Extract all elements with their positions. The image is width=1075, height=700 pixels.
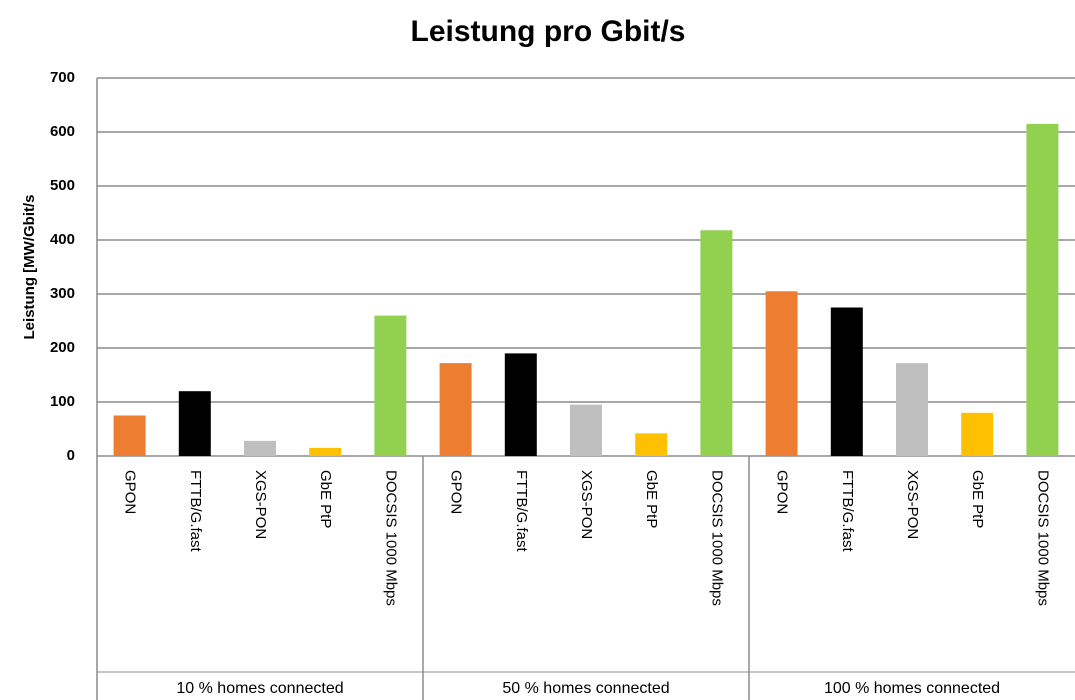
x-tick-label: XGS-PON: [578, 470, 595, 539]
bar: [244, 440, 276, 456]
bar: [113, 415, 146, 456]
group-label: 100 % homes connected: [824, 680, 1000, 697]
x-tick-label: FTTB/G.fast: [187, 470, 204, 553]
x-tick-label: GbE PtP: [969, 470, 986, 528]
x-tick-label: GPON: [774, 470, 791, 514]
x-tick-label: DOCSIS 1000 Mbps: [382, 470, 399, 606]
bar: [635, 433, 668, 456]
y-tick-label: 500: [50, 177, 75, 194]
y-tick-label: 600: [50, 123, 75, 140]
bar: [570, 404, 602, 456]
group-label: 10 % homes connected: [176, 680, 343, 697]
y-tick-label: 400: [50, 231, 75, 248]
y-tick-label: 100: [50, 393, 75, 410]
group-label: 50 % homes connected: [502, 680, 669, 697]
x-tick-label: XGS-PON: [904, 470, 921, 539]
x-tick-label: XGS-PON: [252, 470, 269, 539]
x-tick-label: GbE PtP: [643, 470, 660, 528]
x-tick-label: FTTB/G.fast: [513, 470, 530, 553]
bar: [504, 353, 537, 456]
bar: [961, 412, 994, 456]
bar: [1026, 123, 1059, 457]
bar: [896, 363, 928, 456]
x-tick-label: DOCSIS 1000 Mbps: [1034, 470, 1051, 606]
bar: [309, 447, 342, 456]
bar: [700, 230, 733, 456]
x-tick-label: FTTB/G.fast: [839, 470, 856, 553]
chart-title: Leistung pro Gbit/s: [411, 15, 686, 48]
x-tick-label: GPON: [448, 470, 465, 514]
y-tick-label: 700: [50, 69, 75, 86]
x-tick-label: GPON: [122, 470, 139, 514]
bar: [765, 291, 798, 456]
bar: [178, 391, 211, 456]
bar: [374, 315, 407, 456]
bar: [439, 363, 472, 456]
x-tick-label: GbE PtP: [317, 470, 334, 528]
y-tick-label: 200: [50, 339, 75, 356]
y-axis-label: Leistung [MW/Gbit/s: [21, 195, 38, 340]
x-tick-label: DOCSIS 1000 Mbps: [708, 470, 725, 606]
bar: [830, 307, 863, 456]
y-tick-label: 300: [50, 285, 75, 302]
y-tick-label: 0: [67, 447, 75, 464]
